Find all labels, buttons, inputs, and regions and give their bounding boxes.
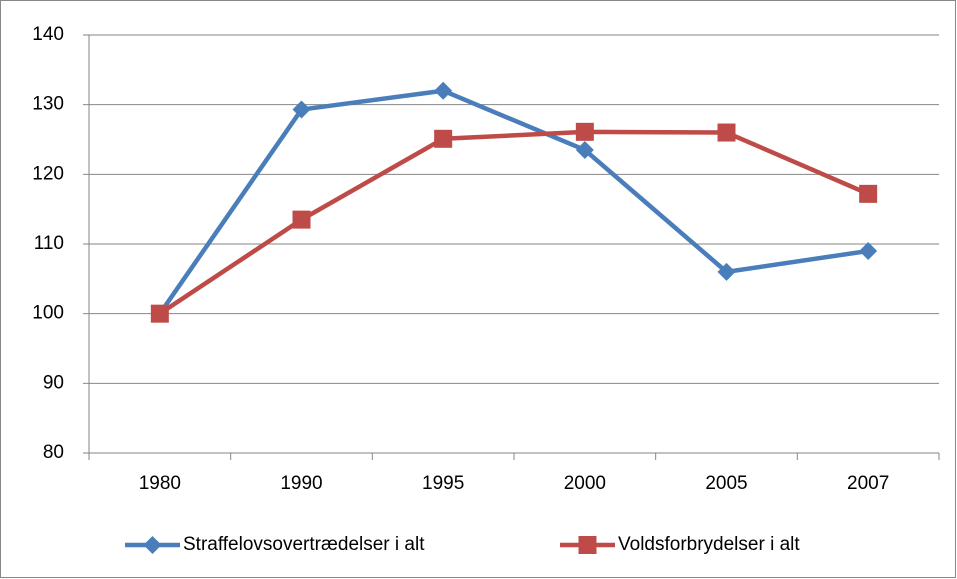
marker [717,123,736,142]
series-line [158,129,870,316]
y-tick-label: 80 [43,442,64,463]
x-tick-label: 1995 [422,473,464,494]
marker [292,100,311,119]
y-tick-label: 120 [32,163,64,184]
marker [434,129,453,148]
legend-label: Voldsforbrydelser i alt [618,534,800,555]
y-tick-label: 100 [32,303,64,324]
y-tick-label: 130 [32,94,64,115]
x-tick-label: 1980 [139,473,181,494]
x-tick-label: 2005 [705,473,747,494]
marker [575,122,594,141]
y-tick-label: 110 [34,233,64,254]
marker [717,262,736,281]
marker [578,536,597,554]
series-line [157,88,869,315]
marker [143,536,162,554]
marker [575,140,594,159]
x-tick-label: 1990 [280,473,322,494]
marker [859,184,878,203]
marker [859,241,878,260]
marker [150,304,169,323]
marker [292,210,311,229]
x-tick-label: 2000 [564,473,606,494]
legend-label: Straffelovsovertrædelser i alt [183,534,425,555]
y-tick-label: 90 [43,372,64,393]
y-tick-label: 140 [32,24,64,45]
x-tick-label: 2007 [847,473,889,494]
marker [434,81,453,100]
